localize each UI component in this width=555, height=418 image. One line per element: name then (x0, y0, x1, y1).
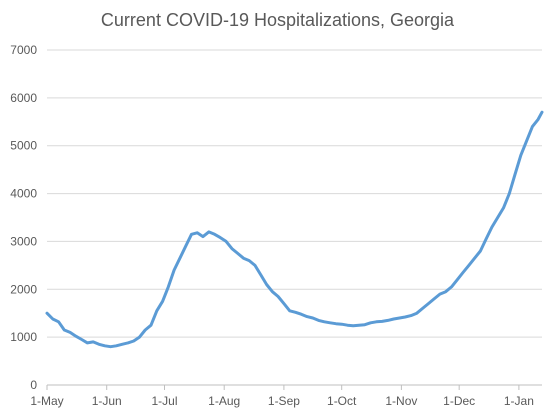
series-line (45, 110, 544, 349)
y-tick-label: 2000 (10, 282, 37, 296)
y-tick-label: 4000 (10, 187, 37, 201)
x-tick-label: 1-Jul (151, 394, 177, 408)
chart-title: Current COVID-19 Hospitalizations, Georg… (100, 10, 455, 30)
y-tick-label: 0 (30, 378, 37, 392)
y-tick-label: 5000 (10, 139, 37, 153)
x-tick-label: 1-Jan (504, 394, 534, 408)
y-tick-label: 3000 (10, 234, 37, 248)
x-tick-label: 1-Oct (327, 394, 357, 408)
x-tick-label: 1-May (30, 394, 63, 408)
x-tick-label: 1-Jun (92, 394, 122, 408)
x-tick-label: 1-Aug (208, 394, 240, 408)
y-tick-label: 7000 (10, 43, 37, 57)
y-tick-label: 6000 (10, 91, 37, 105)
x-tick-label: 1-Nov (385, 394, 417, 408)
x-tick-label: 1-Dec (443, 394, 475, 408)
x-tick-label: 1-Sep (268, 394, 300, 408)
y-tick-label: 1000 (10, 330, 37, 344)
